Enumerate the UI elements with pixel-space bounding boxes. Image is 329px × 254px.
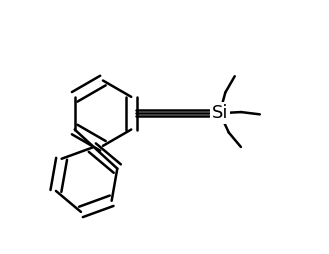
Text: Si: Si: [212, 104, 228, 122]
